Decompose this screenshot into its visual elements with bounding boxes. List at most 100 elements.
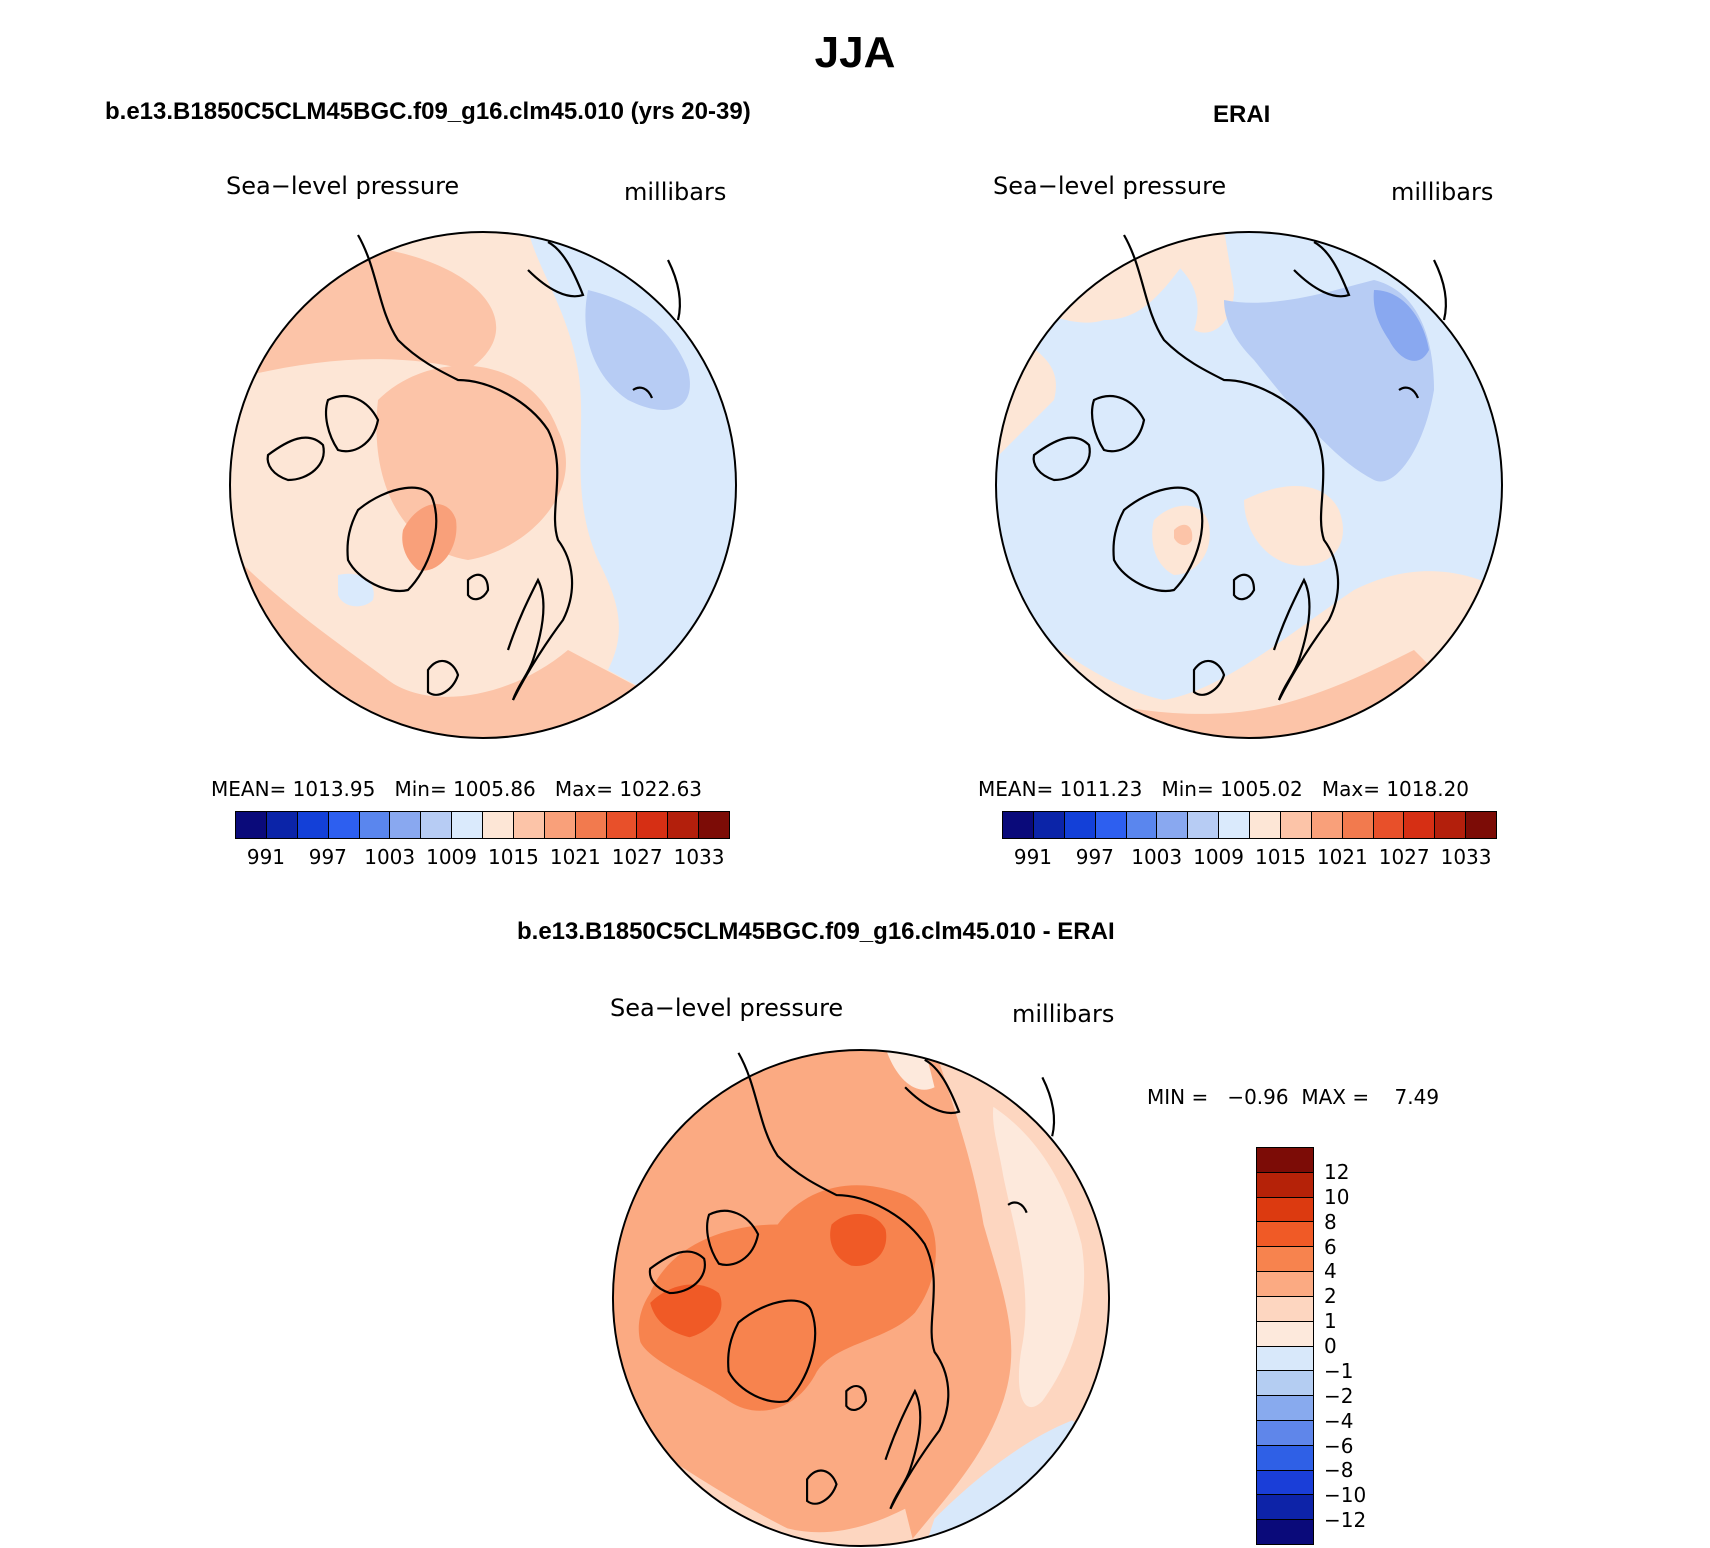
diff-field-low-east [905, 1049, 1110, 1547]
diff-field-lowest-east [993, 1106, 1085, 1408]
model-colorbar-cell [668, 812, 700, 838]
model-colorbar-tick: 991 [246, 845, 286, 869]
obs-max-value: 1018.20 [1386, 777, 1470, 801]
obs-colorbar-cell [1064, 812, 1096, 838]
obs-stats: MEAN= 1011.23 Min= 1005.02 Max= 1018.20 [978, 777, 1469, 801]
obs-colorbar-cell [1373, 812, 1405, 838]
obs-colorbar-cell [1342, 812, 1374, 838]
model-colorbar-cell [421, 812, 453, 838]
model-colorbar-tick: 997 [308, 845, 347, 869]
diff-colorbar-cell [1257, 1296, 1313, 1322]
obs-colorbar-cell [1250, 812, 1281, 838]
obs-colorbar-tick: 1027 [1378, 845, 1430, 869]
diff-field-higher-pole [830, 1213, 887, 1267]
obs-colorbar-tick: 1009 [1193, 845, 1245, 869]
diff-colorbar-cell [1257, 1520, 1313, 1544]
obs-colorbar-cell [1404, 812, 1436, 838]
obs-colorbar-cell [1435, 812, 1467, 838]
diff-max-label: MAX = [1301, 1085, 1370, 1109]
model-units-label: millibars [624, 178, 727, 206]
diff-colorbar-tick: 10 [1324, 1184, 1350, 1209]
obs-colorbar-cell [1095, 812, 1127, 838]
obs-field-neg2 [1373, 290, 1429, 361]
obs-colorbar-cell [1311, 812, 1343, 838]
model-field-neg1 [528, 232, 736, 738]
model-mean-label: MEAN= [211, 777, 287, 801]
diff-colorbar-cell [1257, 1148, 1313, 1173]
diff-colorbar-cell [1257, 1272, 1313, 1297]
diff-colorbar-cell [1257, 1172, 1313, 1198]
diff-colorbar-tick: 8 [1324, 1209, 1337, 1234]
diff-colorbar-ticks: 12 10 8 6 4 2 1 0 −1 −2 −4 −6 −8 −10 −12 [1324, 1147, 1384, 1545]
model-max-value: 1022.63 [619, 777, 703, 801]
obs-field-neg1 [1224, 280, 1434, 482]
diff-min-label: MIN = [1147, 1085, 1209, 1109]
model-colorbar-cell [266, 812, 298, 838]
diff-colorbar-cell [1257, 1247, 1313, 1273]
model-colorbar-cell [606, 812, 638, 838]
diff-units-label: millibars [1012, 1000, 1115, 1028]
obs-colorbar-tick: 1003 [1131, 845, 1183, 869]
obs-colorbar-tick: 1033 [1440, 845, 1492, 869]
diff-min-value: −0.96 [1227, 1085, 1289, 1109]
obs-colorbar-cell [1003, 812, 1034, 838]
obs-colorbar-tick: 1021 [1316, 845, 1368, 869]
model-colorbar-cell [236, 812, 267, 838]
diff-colorbar-tick: −10 [1324, 1483, 1367, 1508]
obs-colorbar-ticks: 991 997 1003 1009 1015 1021 1027 1033 [1002, 845, 1497, 871]
diff-coastlines [648, 1052, 1056, 1510]
obs-min-label: Min= [1161, 777, 1214, 801]
model-colorbar-tick: 1021 [549, 845, 601, 869]
model-colorbar-cell [328, 812, 360, 838]
model-max-label: Max= [554, 777, 613, 801]
model-colorbar-tick: 1033 [673, 845, 725, 869]
diff-colorbar-tick: −1 [1324, 1358, 1354, 1383]
obs-field-pos2 [996, 232, 1114, 280]
diff-colorbar-tick: −8 [1324, 1458, 1354, 1483]
obs-colorbar-cell [1466, 812, 1496, 838]
model-field-neg1-small [338, 573, 374, 607]
diff-field-higher-canada [650, 1284, 722, 1338]
model-min-label: Min= [394, 777, 447, 801]
obs-min-value: 1005.02 [1220, 777, 1303, 801]
model-colorbar-cell [452, 812, 483, 838]
diff-polar-map [611, 1048, 1111, 1548]
diff-colorbar-cell [1257, 1396, 1313, 1421]
diff-colorbar-tick: −6 [1324, 1433, 1354, 1458]
model-colorbar-cell [544, 812, 576, 838]
diff-colorbar-cell [1257, 1321, 1313, 1347]
obs-colorbar-tick: 991 [1013, 845, 1053, 869]
model-min-value: 1005.86 [453, 777, 536, 801]
obs-colorbar-cell [1157, 812, 1189, 838]
model-colorbar-tick: 1003 [364, 845, 416, 869]
model-colorbar-cell [637, 812, 669, 838]
model-field-neg2 [585, 290, 690, 410]
diff-colorbar-tick: 12 [1324, 1159, 1350, 1184]
obs-colorbar-tick: 1015 [1254, 845, 1306, 869]
model-coastlines [266, 234, 682, 701]
model-colorbar-ticks: 991 997 1003 1009 1015 1021 1027 1033 [235, 845, 730, 871]
model-stats: MEAN= 1013.95 Min= 1005.86 Max= 1022.63 [211, 777, 702, 801]
diff-colorbar-tick: −2 [1324, 1383, 1354, 1408]
model-colorbar-cell [575, 812, 607, 838]
obs-colorbar-cell [1280, 812, 1312, 838]
model-colorbar-cell [359, 812, 391, 838]
obs-field-pos2-greenland [1174, 524, 1193, 546]
obs-units-label: millibars [1391, 178, 1494, 206]
diff-colorbar-cell [1257, 1470, 1313, 1496]
obs-colorbar-cell [1126, 812, 1158, 838]
model-field-pos2-greenland [402, 503, 457, 571]
obs-coastlines [1032, 234, 1448, 701]
model-colorbar-cell [483, 812, 514, 838]
obs-colorbar [1002, 811, 1497, 839]
obs-max-label: Max= [1321, 777, 1380, 801]
model-colorbar-tick: 1015 [487, 845, 539, 869]
obs-colorbar-cell [1188, 812, 1220, 838]
diff-colorbar-cell [1257, 1222, 1313, 1248]
obs-panel-title: ERAI [1213, 101, 1271, 128]
diff-panel-title: b.e13.B1850C5CLM45BGC.f09_g16.clm45.010 … [517, 918, 1115, 945]
model-polar-map [229, 231, 737, 739]
model-colorbar-cell [699, 812, 729, 838]
obs-mean-label: MEAN= [978, 777, 1054, 801]
model-panel-title: b.e13.B1850C5CLM45BGC.f09_g16.clm45.010 … [105, 98, 751, 125]
